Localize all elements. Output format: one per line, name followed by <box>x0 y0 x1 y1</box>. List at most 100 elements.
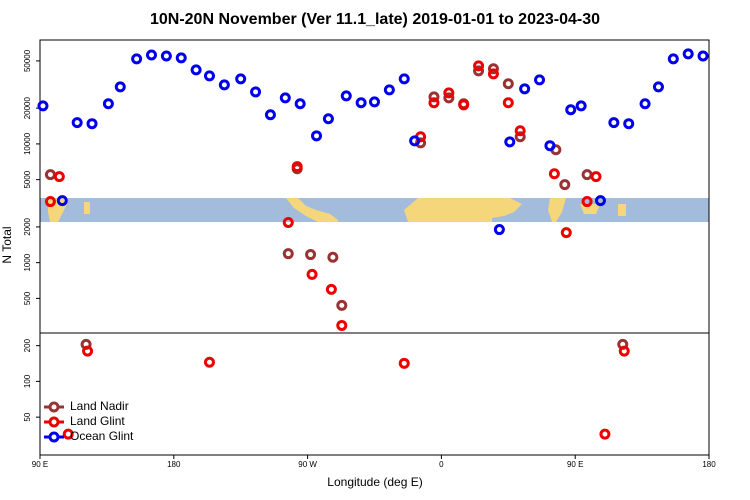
land <box>84 202 90 214</box>
data-point <box>599 428 611 440</box>
data-point <box>71 117 83 129</box>
data-point <box>575 100 587 112</box>
data-point <box>667 53 679 65</box>
data-point <box>44 196 56 208</box>
data-point <box>443 87 455 99</box>
data-point <box>53 171 65 183</box>
data-point <box>327 251 339 263</box>
y-tick-label: 500 <box>23 291 32 305</box>
data-point <box>581 196 593 208</box>
data-point <box>56 195 68 207</box>
map-strip <box>40 198 709 222</box>
y-tick-label: 50000 <box>23 49 32 72</box>
data-point <box>514 125 526 137</box>
plot-frame <box>39 39 710 456</box>
data-point <box>336 299 348 311</box>
data-point <box>487 68 499 80</box>
data-point <box>398 357 410 369</box>
data-point <box>544 140 556 152</box>
x-axis-label: Longitude (deg E) <box>327 475 422 489</box>
data-point <box>322 113 334 125</box>
data-point <box>264 109 276 121</box>
data-point <box>306 268 318 280</box>
data-point <box>639 98 651 110</box>
x-tick-label: 90 E <box>567 460 583 469</box>
data-point <box>443 92 455 104</box>
x-tick-label: 180 <box>167 460 181 469</box>
y-tick-label: 10000 <box>23 132 32 155</box>
data-point <box>697 50 709 62</box>
chart-title: 10N-20N November (Ver 11.1_late) 2019-01… <box>150 11 600 28</box>
y-axis-label: N Total <box>0 226 14 263</box>
data-point <box>131 53 143 65</box>
data-point <box>618 345 630 357</box>
data-point <box>102 98 114 110</box>
data-point <box>282 248 294 260</box>
data-point <box>534 74 546 86</box>
data-point <box>218 79 230 91</box>
data-point <box>458 99 470 111</box>
data-point <box>608 117 620 129</box>
legend-label: Ocean Glint <box>70 429 134 443</box>
data-point <box>114 81 126 93</box>
data-point <box>82 345 94 357</box>
x-tick-label: 180 <box>702 460 716 469</box>
data-point <box>473 65 485 77</box>
data-point <box>565 104 577 116</box>
data-point <box>514 131 526 143</box>
data-point <box>282 216 294 228</box>
data-point <box>473 60 485 72</box>
data-point <box>493 224 505 236</box>
land <box>618 204 626 216</box>
data-point <box>502 78 514 90</box>
data-point <box>37 100 49 112</box>
data-point <box>355 97 367 109</box>
ocean-strip <box>40 198 709 222</box>
data-point <box>428 91 440 103</box>
y-tick-label: 50 <box>23 412 32 421</box>
data-point <box>369 96 380 108</box>
data-point <box>311 130 323 142</box>
data-point <box>487 63 499 75</box>
data-point <box>502 97 514 109</box>
data-point <box>146 49 157 61</box>
data-point <box>504 136 516 148</box>
data-point <box>623 118 635 130</box>
data-point <box>590 171 602 183</box>
y-tick-label: 200 <box>23 338 32 352</box>
data-point <box>62 428 74 440</box>
land <box>286 198 338 222</box>
y-tick-label: 1000 <box>23 253 32 271</box>
land <box>548 198 566 222</box>
data-point <box>409 135 421 147</box>
y-tick-label: 5000 <box>23 170 32 188</box>
land <box>404 198 522 222</box>
x-tick-label: 90 E <box>32 460 48 469</box>
data-point <box>336 319 348 331</box>
legend-label: Land Nadir <box>70 399 129 413</box>
x-tick-label: 90 W <box>298 460 317 469</box>
data-point <box>559 179 571 191</box>
y-tick-label: 2000 <box>23 217 32 235</box>
data-point <box>652 81 664 93</box>
data-point <box>428 97 440 109</box>
data-point <box>682 48 694 60</box>
data-point <box>305 249 317 261</box>
data-point <box>203 70 215 82</box>
data-point <box>190 64 202 76</box>
y-tick-label: 20000 <box>23 96 32 119</box>
y-tick-label: 100 <box>23 374 32 388</box>
data-point <box>86 118 98 130</box>
data-point <box>160 50 172 62</box>
legend-label: Land Glint <box>70 414 125 428</box>
data-point <box>294 98 306 110</box>
data-point <box>594 195 606 207</box>
x-tick-label: 0 <box>439 460 444 469</box>
legend-marker <box>48 416 60 428</box>
data-point <box>235 73 247 85</box>
data-point <box>203 356 215 368</box>
data-point <box>548 168 560 180</box>
data-point <box>250 86 262 98</box>
